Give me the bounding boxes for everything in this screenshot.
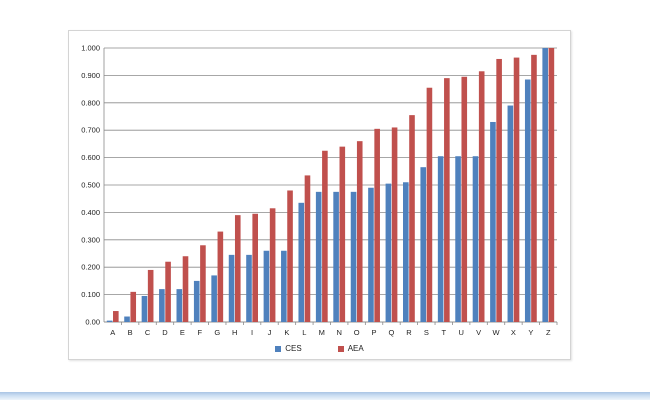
bar-aea-u [461, 76, 468, 322]
x-tick-label-a: A [110, 328, 115, 337]
bar-ces-y [524, 79, 531, 322]
x-tick-label-q: Q [389, 328, 395, 337]
bar-ces-g [211, 275, 217, 322]
bar-ces-i [246, 254, 252, 322]
bar-aea-v [478, 71, 485, 322]
bar-aea-r [409, 115, 415, 322]
bar-aea-l [304, 175, 311, 322]
bar-ces-m [315, 191, 322, 322]
bar-aea-n [339, 146, 346, 322]
legend-item-aea: AEA [337, 344, 364, 353]
y-tick-label-10: 1.000 [81, 44, 100, 53]
bar-ces-x [507, 105, 514, 322]
x-tick-label-c: C [145, 328, 151, 337]
bar-ces-k [281, 250, 287, 322]
bar-ces-b [124, 316, 130, 322]
bar-ces-f [193, 280, 200, 322]
y-tick-label-6: 0.600 [81, 153, 100, 162]
bar-aea-p [374, 128, 380, 322]
x-tick-label-l: L [302, 328, 306, 337]
bar-aea-m [322, 150, 328, 322]
bar-aea-i [252, 213, 258, 322]
bar-aea-d [165, 261, 171, 322]
x-tick-label-z: Z [546, 328, 551, 337]
bar-aea-e [182, 256, 189, 322]
bar-aea-z [548, 48, 555, 322]
y-tick-label-4: 0.400 [81, 208, 100, 217]
y-tick-label-8: 0.800 [81, 98, 100, 107]
bar-chart: 0.00 0.100 0.200 0.300 0.400 0.500 0.600 0.700 0… [81, 44, 558, 337]
bar-ces-r [403, 182, 409, 322]
bar-aea-k [287, 190, 293, 322]
y-tick-label-0: 0.00 [85, 318, 100, 327]
legend-swatch-aea [337, 345, 344, 352]
x-tick-label-m: M [319, 328, 325, 337]
x-tick-label-k: K [284, 328, 289, 337]
bar-aea-q [391, 127, 398, 323]
bar-ces-h [228, 254, 235, 322]
y-tick-label-5: 0.500 [81, 181, 100, 190]
bar-aea-c [147, 269, 154, 322]
bar-ces-a [106, 320, 113, 322]
legend-item-ces: CES [275, 344, 302, 353]
x-tick-label-j: J [268, 328, 272, 337]
x-tick-label-e: E [180, 328, 185, 337]
x-tick-label-w: W [492, 328, 500, 337]
y-tick-label-1: 0.100 [81, 290, 100, 299]
chart-frame: 0.00 0.100 0.200 0.300 0.400 0.500 0.600 0.700 0… [68, 30, 571, 360]
bar-aea-j [269, 208, 276, 322]
x-tick-label-d: D [162, 328, 168, 337]
bar-aea-s [426, 87, 433, 322]
bar-ces-u [455, 156, 461, 322]
legend-label-ces: CES [285, 344, 302, 353]
bar-ces-w [490, 121, 496, 322]
legend-swatch-ces [275, 345, 282, 352]
x-tick-label-p: P [372, 328, 377, 337]
x-tick-label-o: O [354, 328, 360, 337]
bar-aea-w [496, 58, 502, 323]
x-tick-label-n: N [337, 328, 342, 337]
x-tick-label-y: Y [528, 328, 533, 337]
legend-label-aea: AEA [347, 344, 364, 353]
bar-ces-l [298, 202, 305, 322]
bar-ces-j [263, 250, 270, 322]
y-tick-label-3: 0.300 [81, 235, 100, 244]
bar-aea-x [513, 57, 520, 323]
bar-aea-g [217, 231, 224, 322]
x-tick-label-x: X [511, 328, 516, 337]
bar-ces-d [159, 289, 165, 322]
x-tick-label-g: G [214, 328, 220, 337]
bar-ces-q [385, 183, 392, 322]
bar-aea-a [113, 311, 119, 322]
bar-ces-p [368, 187, 374, 322]
y-tick-label-7: 0.700 [81, 126, 100, 135]
bar-aea-y [531, 54, 537, 322]
y-tick-label-9: 0.900 [81, 71, 100, 80]
y-tick-label-2: 0.200 [81, 263, 100, 272]
bar-aea-o [356, 141, 363, 322]
bar-ces-o [350, 191, 357, 322]
x-tick-label-u: U [458, 328, 463, 337]
bar-ces-c [141, 295, 148, 322]
bar-ces-z [542, 48, 548, 322]
bar-ces-v [472, 156, 479, 322]
bottom-gradient-bar [0, 392, 650, 400]
bar-aea-b [130, 291, 137, 322]
x-tick-label-v: V [476, 328, 481, 337]
x-tick-label-b: B [128, 328, 133, 337]
x-tick-label-r: R [406, 328, 412, 337]
x-tick-label-i: I [251, 328, 253, 337]
bar-aea-f [200, 245, 206, 322]
x-tick-label-h: H [232, 328, 237, 337]
x-tick-label-s: S [424, 328, 429, 337]
bar-ces-t [437, 156, 444, 322]
x-tick-label-f: F [198, 328, 203, 337]
bar-aea-t [444, 78, 450, 322]
bar-ces-e [176, 289, 183, 322]
bar-ces-n [333, 191, 339, 322]
x-tick-label-t: T [441, 328, 446, 337]
bar-ces-s [420, 167, 427, 322]
bar-aea-h [234, 215, 241, 322]
legend: CES AEA [69, 344, 570, 353]
